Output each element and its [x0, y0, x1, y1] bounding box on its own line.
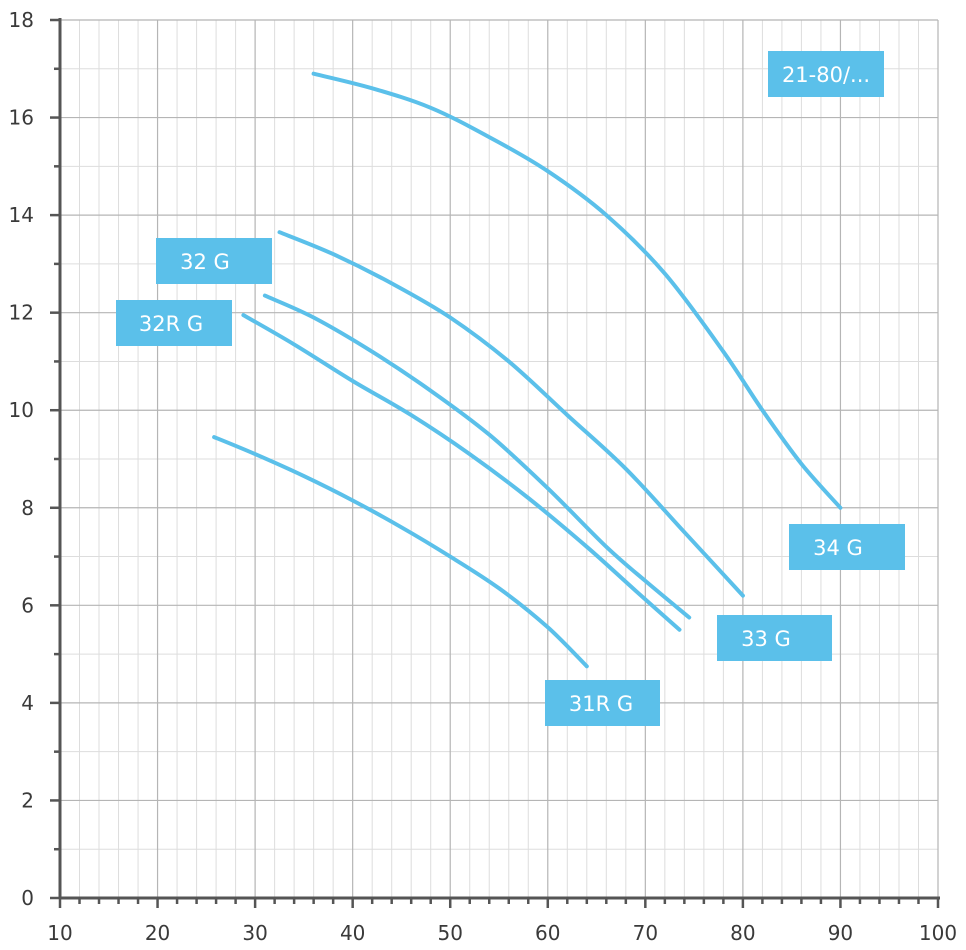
x-tick-label: 100 — [919, 921, 957, 945]
series-line-33-g — [262, 293, 692, 620]
y-tick-label: 10 — [9, 398, 34, 422]
series-label-32rg-box — [116, 300, 232, 346]
x-tick-label: 20 — [145, 921, 170, 945]
series-label-32g-box — [156, 238, 272, 284]
y-tick-label: 8 — [21, 496, 34, 520]
y-tick-label: 4 — [21, 691, 34, 715]
series-line-32r-g — [212, 435, 589, 669]
series-label-31rg-text: 31R G — [569, 692, 633, 716]
series-label-32rg-text: 32R G — [139, 312, 203, 336]
x-tick-label: 40 — [340, 921, 365, 945]
series-label-32rg: 32R G — [116, 300, 232, 346]
series-label-34g: 34 G — [789, 524, 905, 570]
x-tick-label: 50 — [437, 921, 462, 945]
y-tick-label: 14 — [9, 203, 34, 227]
y-tick-label: 2 — [21, 788, 34, 812]
series-label-33g: 33 G — [717, 615, 832, 661]
x-tick-label: 80 — [730, 921, 755, 945]
minor-gridlines — [60, 20, 938, 898]
x-tick-label: 70 — [633, 921, 658, 945]
series-line-21-80 — [311, 71, 843, 510]
x-tick-label: 90 — [828, 921, 853, 945]
x-tick-label: 60 — [535, 921, 560, 945]
series-label-33g-text: 33 G — [741, 627, 791, 651]
series-label-31rg-box — [545, 680, 660, 726]
y-tick-label: 0 — [21, 886, 34, 910]
series-labels: 21-80/... 34 G 33 G 32 G 32R G 31R G — [116, 51, 905, 726]
major-gridlines — [60, 19, 939, 898]
series-label-32g: 32 G — [156, 238, 272, 284]
series-line-32-g — [241, 313, 682, 632]
series-label-21-80-box — [768, 51, 884, 97]
x-tick-label: 10 — [47, 921, 72, 945]
series-label-21-80: 21-80/... — [768, 51, 884, 97]
x-tick-label: 30 — [242, 921, 267, 945]
series-label-33g-box — [717, 615, 832, 661]
series-label-34g-box — [789, 524, 905, 570]
series-label-34g-text: 34 G — [813, 536, 863, 560]
y-tick-label: 18 — [9, 8, 34, 32]
series-label-21-80-text: 21-80/... — [782, 63, 870, 87]
y-tick-label: 12 — [9, 301, 34, 325]
series-curves — [212, 71, 843, 669]
tick-labels: 0 2 4 6 8 10 12 14 16 18 10 20 30 40 50 60 70 80 90 100 — [9, 8, 958, 945]
y-tick-label: 6 — [21, 593, 34, 617]
y-tick-label: 16 — [9, 106, 34, 130]
axes — [50, 18, 940, 908]
series-label-32g-text: 32 G — [180, 250, 230, 274]
series-label-31rg: 31R G — [545, 680, 660, 726]
series-line-34-g — [277, 230, 745, 598]
